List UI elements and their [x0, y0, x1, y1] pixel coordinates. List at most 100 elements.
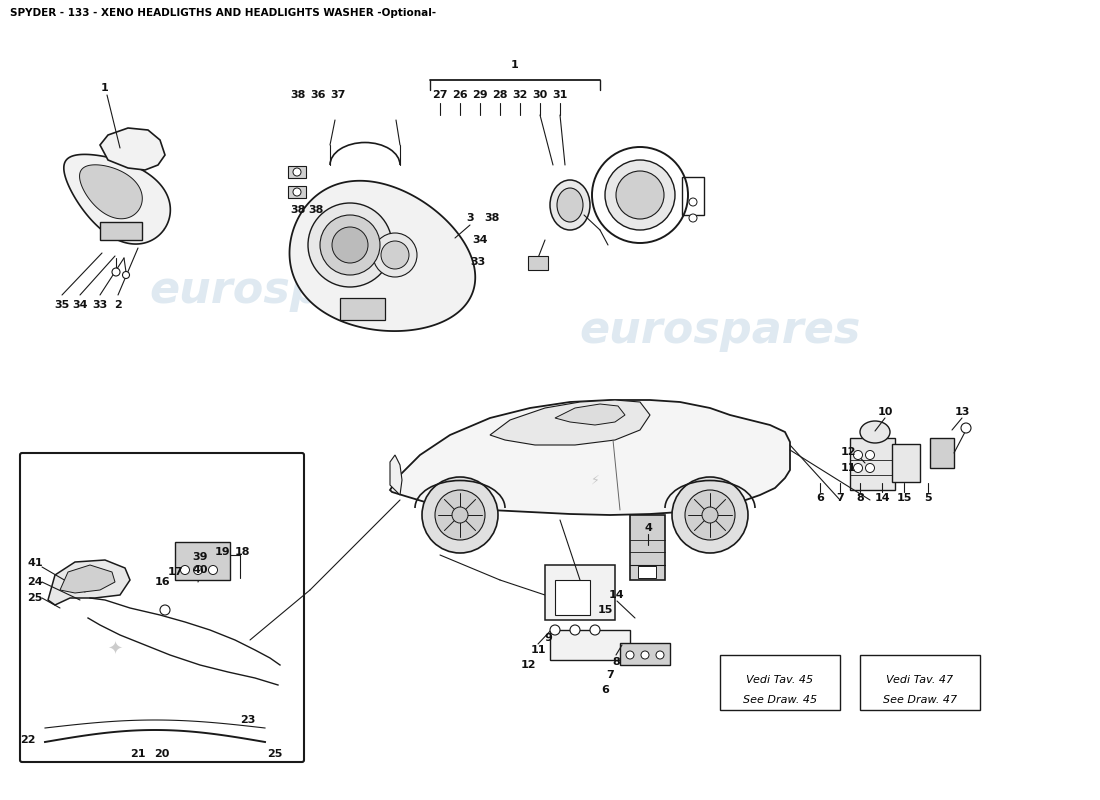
Text: 33: 33 — [92, 300, 108, 310]
Bar — [630, 515, 666, 580]
Circle shape — [685, 490, 735, 540]
Text: 6: 6 — [601, 685, 609, 695]
Circle shape — [160, 605, 170, 615]
Bar — [682, 177, 704, 215]
Bar — [720, 655, 840, 710]
Text: 11: 11 — [840, 463, 856, 473]
Text: 12: 12 — [840, 447, 856, 457]
Text: ⚡: ⚡ — [591, 474, 600, 486]
Text: 25: 25 — [28, 593, 43, 603]
Polygon shape — [390, 400, 790, 515]
Text: 8: 8 — [612, 657, 620, 667]
Text: See Draw. 47: See Draw. 47 — [883, 695, 957, 705]
Text: 9: 9 — [544, 633, 552, 643]
Text: 10: 10 — [878, 407, 893, 417]
Text: 13: 13 — [955, 407, 970, 417]
Polygon shape — [556, 404, 625, 425]
Circle shape — [112, 268, 120, 276]
Text: 26: 26 — [452, 90, 468, 100]
Bar — [930, 438, 954, 468]
Text: 14: 14 — [874, 493, 890, 503]
Bar — [550, 630, 630, 660]
Circle shape — [320, 215, 379, 275]
Bar — [850, 438, 895, 490]
Polygon shape — [79, 165, 142, 218]
Polygon shape — [289, 181, 475, 331]
Text: 27: 27 — [432, 90, 448, 100]
Text: 15: 15 — [896, 493, 912, 503]
Circle shape — [422, 477, 498, 553]
Text: 38: 38 — [290, 90, 306, 100]
Bar — [620, 643, 670, 665]
Circle shape — [570, 625, 580, 635]
Text: 40: 40 — [192, 565, 208, 575]
Circle shape — [961, 423, 971, 433]
Text: 6: 6 — [816, 493, 824, 503]
Bar — [638, 566, 656, 578]
Polygon shape — [100, 128, 165, 170]
Bar — [100, 222, 142, 240]
Circle shape — [293, 188, 301, 196]
Text: 7: 7 — [606, 670, 614, 680]
Text: 39: 39 — [192, 552, 208, 562]
Text: 19: 19 — [216, 547, 231, 557]
Circle shape — [293, 168, 301, 176]
Circle shape — [641, 651, 649, 659]
Circle shape — [626, 651, 634, 659]
Circle shape — [689, 214, 697, 222]
Text: 3: 3 — [466, 213, 474, 223]
Text: 12: 12 — [520, 660, 536, 670]
Circle shape — [194, 566, 202, 574]
Ellipse shape — [860, 421, 890, 443]
Text: 20: 20 — [154, 749, 169, 759]
Text: 35: 35 — [54, 300, 69, 310]
Circle shape — [616, 171, 664, 219]
Text: 34: 34 — [73, 300, 88, 310]
Circle shape — [689, 198, 697, 206]
Bar — [340, 298, 385, 320]
Text: eurospares: eurospares — [580, 309, 860, 351]
Text: ✦: ✦ — [108, 641, 122, 659]
Text: 16: 16 — [154, 577, 169, 587]
Bar — [288, 186, 306, 198]
Bar — [528, 256, 548, 270]
Text: SPYDER - 133 - XENO HEADLIGTHS AND HEADLIGHTS WASHER -Optional-: SPYDER - 133 - XENO HEADLIGTHS AND HEADL… — [10, 8, 436, 18]
Polygon shape — [48, 560, 130, 605]
Text: Vedi Tav. 45: Vedi Tav. 45 — [747, 675, 814, 685]
Bar — [892, 444, 920, 482]
Text: 11: 11 — [530, 645, 546, 655]
Text: 25: 25 — [267, 749, 283, 759]
Text: 1: 1 — [512, 60, 519, 70]
Text: 24: 24 — [28, 577, 43, 587]
Text: 15: 15 — [597, 605, 613, 615]
Text: 38: 38 — [308, 205, 323, 215]
Circle shape — [550, 625, 560, 635]
Circle shape — [854, 450, 862, 459]
Circle shape — [656, 651, 664, 659]
Text: 28: 28 — [493, 90, 508, 100]
Bar — [544, 565, 615, 620]
Circle shape — [672, 477, 748, 553]
Circle shape — [590, 625, 600, 635]
Text: 4: 4 — [645, 523, 652, 533]
Ellipse shape — [550, 180, 590, 230]
Bar — [860, 655, 980, 710]
Text: eurospares: eurospares — [150, 269, 431, 311]
Text: 21: 21 — [130, 749, 145, 759]
Text: 32: 32 — [513, 90, 528, 100]
Text: Vedi Tav. 47: Vedi Tav. 47 — [887, 675, 954, 685]
Text: 1: 1 — [101, 83, 109, 93]
Circle shape — [866, 450, 874, 459]
Text: 38: 38 — [484, 213, 499, 223]
Text: 29: 29 — [472, 90, 487, 100]
Text: 33: 33 — [471, 257, 485, 267]
Text: 8: 8 — [856, 493, 864, 503]
Text: 7: 7 — [836, 493, 844, 503]
Polygon shape — [490, 400, 650, 445]
Circle shape — [332, 227, 368, 263]
Text: 38: 38 — [290, 205, 306, 215]
Text: 34: 34 — [472, 235, 487, 245]
Bar — [556, 580, 590, 615]
Text: 14: 14 — [609, 590, 625, 600]
Text: See Draw. 45: See Draw. 45 — [742, 695, 817, 705]
